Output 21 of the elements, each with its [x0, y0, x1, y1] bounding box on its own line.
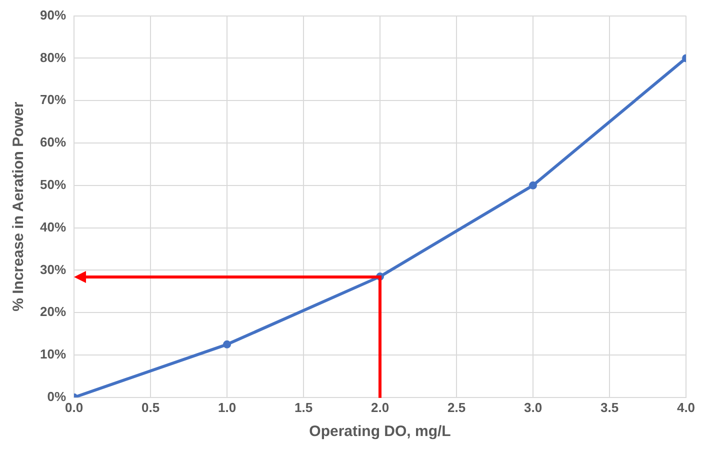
x-tick-label: 2.0 — [370, 400, 390, 415]
x-tick-label: 0.5 — [141, 400, 160, 415]
y-tick-label: 60% — [40, 134, 66, 150]
x-tick-label: 1.0 — [218, 400, 236, 415]
y-tick-label: 30% — [40, 262, 66, 277]
x-tick-label: 1.5 — [294, 400, 313, 415]
x-tick-label: 3.5 — [600, 400, 619, 415]
x-tick-label: 3.0 — [524, 400, 542, 415]
y-tick-label: 90% — [40, 7, 66, 22]
y-tick-label: 40% — [40, 219, 66, 234]
y-tick-label: 10% — [40, 346, 66, 362]
x-tick-label: 4.0 — [676, 400, 696, 415]
y-tick-label: 20% — [40, 304, 66, 320]
x-tick-label: 0.0 — [64, 400, 84, 415]
y-tick-label: 70% — [40, 92, 66, 108]
y-tick-label: 50% — [40, 176, 66, 192]
y-tick-label: 0% — [47, 388, 66, 404]
y-tick-label: 80% — [40, 50, 66, 65]
x-axis-title: Operating DO, mg/L — [309, 423, 451, 440]
x-tick-label: 2.5 — [447, 400, 466, 415]
y-axis-title: % Increase in Aeration Power — [10, 102, 28, 312]
